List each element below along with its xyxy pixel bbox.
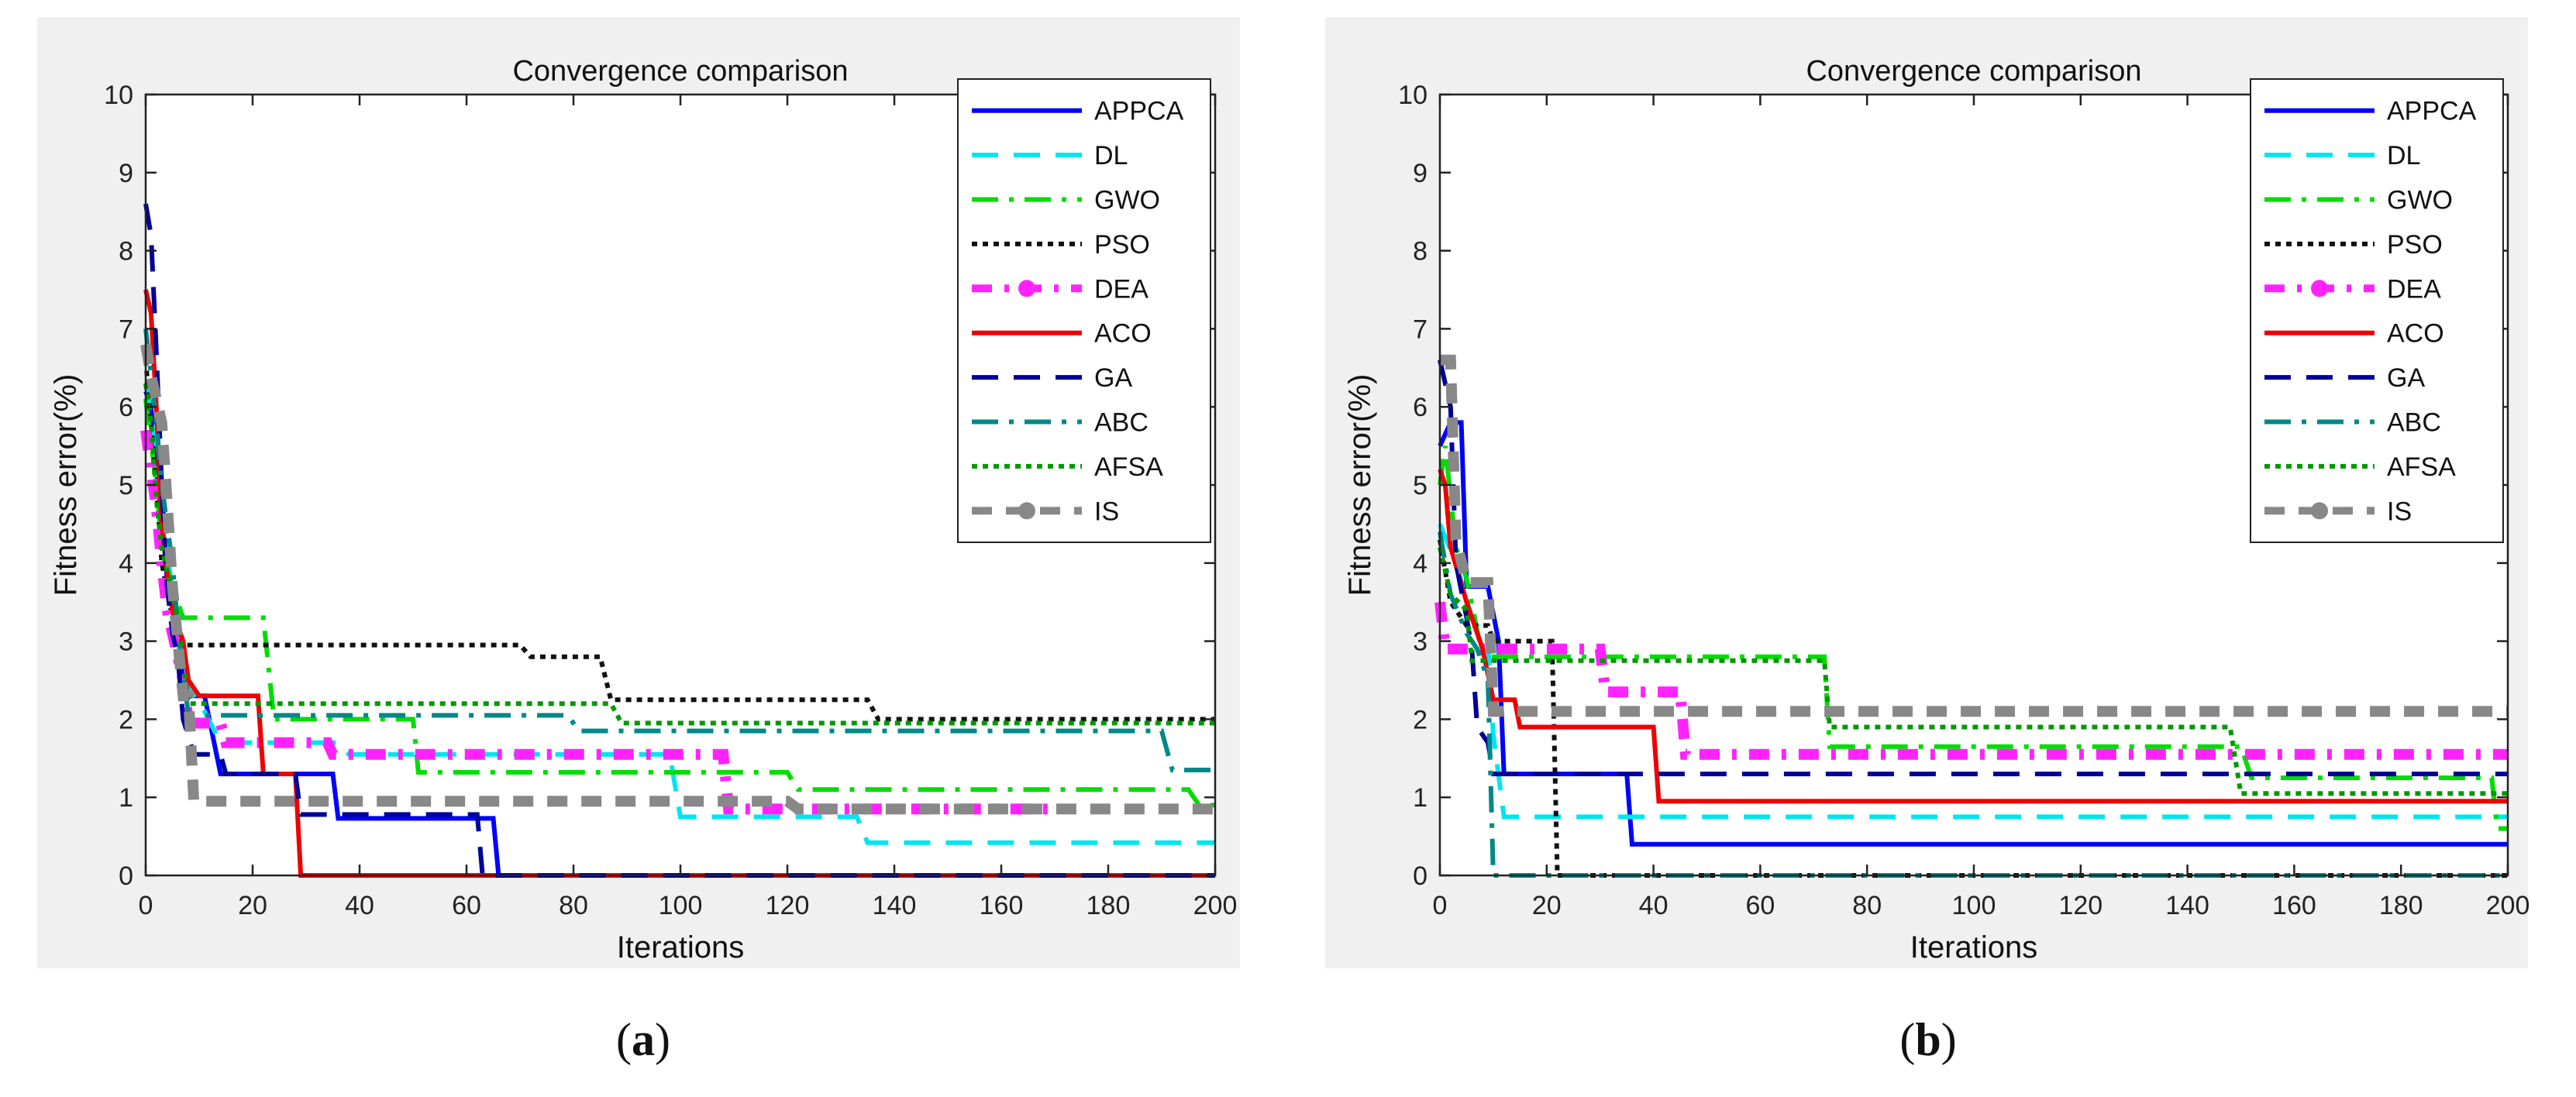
y-tick-label: 7 (119, 315, 133, 344)
panel-caption: (b) (1899, 1014, 1956, 1065)
legend-label-aco: ACO (2387, 319, 2444, 349)
ticks: 0 20 40 60 80 100 120 140 160 180 200 0 1 2 3 4 5 6 7 8 9 10 (1398, 81, 2530, 920)
series-line-aco (1438, 468, 2508, 804)
y-tick-label: 10 (1398, 81, 1427, 110)
x-tick-label: 180 (2379, 891, 2423, 920)
x-tick-label: 0 (139, 891, 153, 920)
y-tick-label: 4 (119, 549, 133, 579)
x-tick-label: 120 (2058, 891, 2102, 920)
legend-label-pso: PSO (2387, 230, 2443, 260)
legend: APPCA DL GWO PSO DEA ACO GA ABC AFSA IS (2250, 78, 2504, 543)
x-tick-label: 100 (659, 891, 703, 920)
legend-label-afsa: AFSA (1094, 452, 1163, 482)
x-tick-label: 60 (1745, 891, 1775, 920)
legend-label-afsa: AFSA (2387, 452, 2456, 482)
x-axis-label: Iterations (617, 930, 745, 965)
legend-marker-dea (1018, 280, 1035, 297)
x-tick-label: 200 (1193, 891, 1238, 920)
y-tick-label: 3 (1413, 628, 1427, 657)
series-line-pso (143, 359, 1215, 722)
legend-label-ga: GA (1094, 363, 1132, 393)
legend-marker-is (2311, 502, 2328, 520)
y-tick-label: 5 (1413, 471, 1427, 500)
legend-label-gwo: GWO (1094, 186, 1160, 215)
legend-label-is: IS (1094, 497, 1119, 526)
x-tick-label: 0 (1433, 891, 1448, 920)
chart-title: Convergence comparison (512, 55, 848, 88)
x-tick-label: 160 (2272, 891, 2316, 920)
y-tick-label: 1 (119, 783, 133, 813)
legend-label-ga: GA (2387, 363, 2425, 393)
chart-panel-b: 0 20 40 60 80 100 120 140 160 180 200 0 1 2 3 4 5 6 7 8 9 10 C… (1325, 17, 2530, 1065)
y-tick-label: 9 (119, 159, 133, 188)
chart-panel-a: 0 20 40 60 80 100 120 140 160 180 200 0 1 2 3 4 5 6 7 8 9 10 C… (37, 17, 1240, 1065)
x-tick-label: 80 (1852, 891, 1882, 920)
legend-label-is: IS (2387, 497, 2412, 526)
legend-box (2250, 78, 2504, 543)
y-tick-label: 9 (1413, 159, 1427, 188)
legend-label-appca: APPCA (2387, 97, 2477, 126)
x-tick-label: 80 (559, 891, 588, 920)
y-axis-label: Fitness error(%) (1343, 374, 1377, 597)
x-axis-label: Iterations (1910, 930, 2038, 965)
series-line-is (140, 343, 1215, 815)
x-tick-label: 180 (1087, 891, 1131, 920)
legend-label-dl: DL (1094, 141, 1128, 170)
y-tick-label: 0 (119, 861, 133, 891)
x-tick-label: 160 (980, 891, 1024, 920)
chart-title: Convergence comparison (1806, 55, 2141, 88)
y-tick-label: 0 (1413, 861, 1427, 891)
x-tick-label: 100 (1952, 891, 1996, 920)
series-line-gwo (143, 398, 1215, 808)
series-group (140, 203, 1215, 878)
legend-label-abc: ABC (1094, 408, 1149, 438)
y-tick-label: 8 (1413, 237, 1427, 267)
series-line-dea (1434, 601, 2508, 760)
legend-label-appca: APPCA (1094, 97, 1184, 126)
series-group (1434, 354, 2508, 878)
y-tick-label: 2 (1413, 705, 1427, 734)
legend-box (957, 78, 1211, 543)
x-tick-label: 140 (2165, 891, 2209, 920)
y-tick-label: 8 (119, 237, 133, 267)
y-tick-label: 6 (119, 393, 133, 422)
legend-marker-dea (2311, 280, 2328, 297)
series-line-afsa (1438, 546, 2508, 796)
legend-label-dl: DL (2387, 141, 2420, 170)
x-tick-label: 40 (1639, 891, 1669, 920)
x-tick-label: 20 (1532, 891, 1562, 920)
legend-label-dea: DEA (1094, 274, 1149, 304)
x-tick-label: 200 (2486, 891, 2530, 920)
series-line-dea (140, 429, 1055, 815)
y-tick-label: 6 (1413, 393, 1427, 422)
legend-label-gwo: GWO (2387, 186, 2453, 215)
legend-label-abc: ABC (2387, 408, 2441, 438)
legend: APPCA DL GWO PSO DEA ACO GA ABC AFSA IS (957, 78, 1211, 543)
legend-label-dea: DEA (2387, 274, 2441, 304)
y-axis-label: Fitness error(%) (49, 374, 83, 597)
x-tick-label: 120 (766, 891, 810, 920)
legend-marker-is (1018, 502, 1035, 520)
y-tick-label: 4 (1413, 549, 1427, 579)
ticks: 0 20 40 60 80 100 120 140 160 180 200 0 1 2 3 4 5 6 7 8 9 10 (104, 81, 1237, 920)
legend-label-aco: ACO (1094, 319, 1152, 349)
series-line-afsa (143, 383, 1215, 726)
series-line-is (1440, 354, 2508, 717)
y-tick-label: 2 (119, 705, 133, 734)
y-tick-label: 3 (119, 628, 133, 657)
y-tick-label: 1 (1413, 783, 1427, 813)
x-tick-label: 40 (345, 891, 374, 920)
legend-label-pso: PSO (1094, 230, 1150, 260)
series-line-abc (143, 328, 1215, 772)
y-tick-label: 10 (104, 81, 133, 110)
y-tick-label: 7 (1413, 315, 1427, 344)
x-tick-label: 60 (452, 891, 481, 920)
y-tick-label: 5 (119, 471, 133, 500)
panel-caption: (a) (616, 1014, 670, 1065)
series-line-gwo (1438, 445, 2508, 831)
x-tick-label: 140 (873, 891, 917, 920)
x-tick-label: 20 (238, 891, 267, 920)
